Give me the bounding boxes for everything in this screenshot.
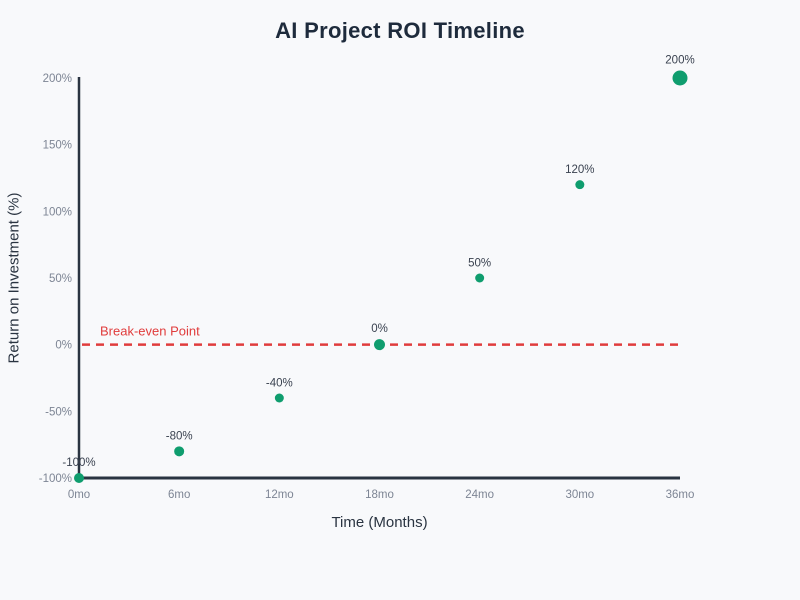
point-label: -40% bbox=[266, 378, 293, 390]
y-tick-label: 0% bbox=[55, 340, 72, 352]
data-point bbox=[174, 446, 185, 457]
y-tick-label: -50% bbox=[45, 406, 72, 418]
x-axis-title: Time (Months) bbox=[331, 514, 428, 531]
point-label: 50% bbox=[468, 258, 491, 270]
x-tick-label: 36mo bbox=[666, 489, 695, 501]
data-point bbox=[374, 339, 385, 351]
x-tick-label: 6mo bbox=[168, 489, 190, 501]
data-point bbox=[475, 273, 485, 283]
point-label: -100% bbox=[62, 457, 95, 469]
y-tick-label: 100% bbox=[43, 206, 72, 218]
x-tick-label: 24mo bbox=[465, 489, 494, 501]
data-point bbox=[274, 393, 284, 403]
data-point bbox=[575, 180, 585, 190]
y-tick-label: -100% bbox=[39, 473, 72, 485]
y-tick-label: 150% bbox=[43, 140, 72, 152]
point-label: 120% bbox=[565, 164, 594, 176]
x-tick-label: 30mo bbox=[565, 489, 594, 501]
y-tick-label: 50% bbox=[49, 273, 72, 285]
x-tick-label: 18mo bbox=[365, 489, 394, 501]
point-label: -80% bbox=[166, 430, 193, 442]
y-axis-title: Return on Investment (%) bbox=[5, 192, 23, 364]
x-tick-label: 0mo bbox=[68, 489, 90, 501]
data-point bbox=[74, 473, 84, 483]
point-label: 0% bbox=[371, 323, 388, 335]
data-point bbox=[672, 70, 688, 86]
point-label: 200% bbox=[665, 55, 694, 67]
x-tick-label: 12mo bbox=[265, 489, 294, 501]
chart-title: AI Project ROI Timeline bbox=[275, 18, 525, 43]
breakeven-label: Break-even Point bbox=[100, 324, 200, 339]
y-tick-label: 200% bbox=[43, 73, 72, 85]
